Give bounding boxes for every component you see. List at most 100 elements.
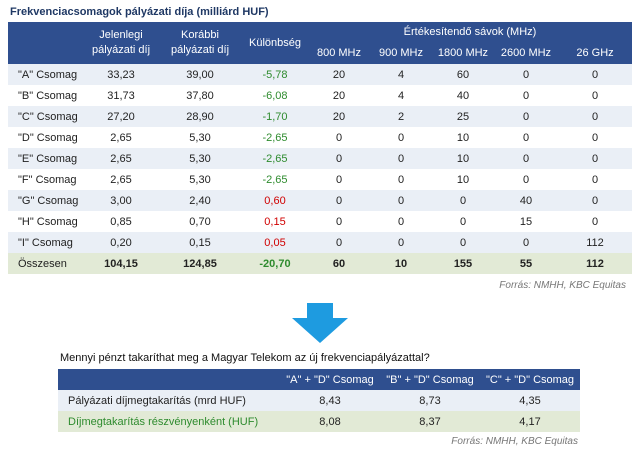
total-label: Összesen — [8, 253, 84, 274]
header-blank — [58, 369, 280, 390]
table-row: "D" Csomag 2,65 5,30 -2,65 0 0 10 0 0 — [8, 127, 632, 148]
band-800: 20 — [308, 64, 370, 85]
band-26ghz: 0 — [558, 190, 632, 211]
row-label: "D" Csomag — [8, 127, 84, 148]
top-source-note: Forrás: NMHH, KBC Equitas — [499, 280, 626, 291]
band-800: 0 — [308, 190, 370, 211]
difference: -2,65 — [242, 127, 308, 148]
bottom-source-note: Forrás: NMHH, KBC Equitas — [451, 436, 578, 447]
band-2600: 40 — [494, 190, 558, 211]
band-800: 0 — [308, 148, 370, 169]
current-fee: 2,65 — [84, 169, 158, 190]
band-1800: 0 — [432, 190, 494, 211]
band-800: 20 — [308, 106, 370, 127]
current-fee: 2,65 — [84, 148, 158, 169]
difference: -2,65 — [242, 169, 308, 190]
band-26ghz: 0 — [558, 148, 632, 169]
total-band-26ghz: 112 — [558, 253, 632, 274]
current-fee: 31,73 — [84, 85, 158, 106]
table-row: Díjmegtakarítás részvényenként (HUF) 8,0… — [58, 411, 580, 432]
top-table-title: Frekvenciacsomagok pályázati díja (milli… — [10, 6, 269, 18]
row-label: "E" Csomag — [8, 148, 84, 169]
difference: 0,15 — [242, 211, 308, 232]
current-fee: 2,65 — [84, 127, 158, 148]
value-b-d: 8,37 — [380, 411, 480, 432]
previous-fee: 5,30 — [158, 127, 242, 148]
band-2600: 0 — [494, 64, 558, 85]
previous-fee: 28,90 — [158, 106, 242, 127]
current-fee: 0,85 — [84, 211, 158, 232]
header-c-d: "C" + "D" Csomag — [480, 369, 580, 390]
header-a-d: "A" + "D" Csomag — [280, 369, 380, 390]
row-label: Pályázati díjmegtakarítás (mrd HUF) — [58, 390, 280, 411]
current-fee: 27,20 — [84, 106, 158, 127]
row-label: "C" Csomag — [8, 106, 84, 127]
previous-fee: 2,40 — [158, 190, 242, 211]
previous-fee: 0,70 — [158, 211, 242, 232]
band-900: 0 — [370, 190, 432, 211]
header-2600: 2600 MHz — [494, 42, 558, 64]
row-label: Díjmegtakarítás részvényenként (HUF) — [58, 411, 280, 432]
header-difference: Különbség — [242, 22, 308, 64]
difference: -2,65 — [242, 148, 308, 169]
header-current-line1: Jelenlegi — [99, 29, 143, 41]
band-900: 4 — [370, 85, 432, 106]
table-row: "I" Csomag 0,20 0,15 0,05 0 0 0 0 112 — [8, 232, 632, 253]
header-previous-fee: Korábbi pályázati díj — [158, 22, 242, 64]
difference: 0,60 — [242, 190, 308, 211]
header-b-d: "B" + "D" Csomag — [380, 369, 480, 390]
bottom-table-title: Mennyi pénzt takaríthat meg a Magyar Tel… — [60, 352, 430, 364]
previous-fee: 5,30 — [158, 169, 242, 190]
total-row: Összesen 104,15 124,85 -20,70 60 10 155 … — [8, 253, 632, 274]
row-label: "G" Csomag — [8, 190, 84, 211]
table-row: "C" Csomag 27,20 28,90 -1,70 20 2 25 0 0 — [8, 106, 632, 127]
band-2600: 0 — [494, 232, 558, 253]
row-label: "I" Csomag — [8, 232, 84, 253]
current-fee: 0,20 — [84, 232, 158, 253]
band-2600: 0 — [494, 169, 558, 190]
table-row: "B" Csomag 31,73 37,80 -6,08 20 4 40 0 0 — [8, 85, 632, 106]
row-label: "A" Csomag — [8, 64, 84, 85]
table-row: "A" Csomag 33,23 39,00 -5,78 20 4 60 0 0 — [8, 64, 632, 85]
table-row: "F" Csomag 2,65 5,30 -2,65 0 0 10 0 0 — [8, 169, 632, 190]
band-26ghz: 112 — [558, 232, 632, 253]
header-800: 800 MHz — [308, 42, 370, 64]
total-current-fee: 104,15 — [84, 253, 158, 274]
band-2600: 0 — [494, 106, 558, 127]
row-label: "B" Csomag — [8, 85, 84, 106]
down-arrow-icon — [292, 303, 348, 343]
header-current-line2: pályázati díj — [91, 44, 151, 56]
band-2600: 0 — [494, 148, 558, 169]
frequency-package-table: Jelenlegi pályázati díj Korábbi pályázat… — [8, 22, 632, 274]
current-fee: 3,00 — [84, 190, 158, 211]
value-a-d: 8,43 — [280, 390, 380, 411]
band-1800: 25 — [432, 106, 494, 127]
band-26ghz: 0 — [558, 211, 632, 232]
previous-fee: 5,30 — [158, 148, 242, 169]
difference: 0,05 — [242, 232, 308, 253]
header-blank — [8, 22, 84, 64]
header-26ghz: 26 GHz — [558, 42, 632, 64]
difference: -6,08 — [242, 85, 308, 106]
previous-fee: 37,80 — [158, 85, 242, 106]
band-800: 20 — [308, 85, 370, 106]
band-900: 4 — [370, 64, 432, 85]
band-1800: 10 — [432, 127, 494, 148]
header-bands-group: Értékesítendő sávok (MHz) — [308, 22, 632, 42]
band-26ghz: 0 — [558, 106, 632, 127]
header-1800: 1800 MHz — [432, 42, 494, 64]
band-900: 0 — [370, 148, 432, 169]
total-previous-fee: 124,85 — [158, 253, 242, 274]
value-b-d: 8,73 — [380, 390, 480, 411]
band-2600: 0 — [494, 85, 558, 106]
band-900: 0 — [370, 211, 432, 232]
value-a-d: 8,08 — [280, 411, 380, 432]
value-c-d: 4,35 — [480, 390, 580, 411]
header-previous-line2: pályázati díj — [170, 44, 230, 56]
total-band-1800: 155 — [432, 253, 494, 274]
current-fee: 33,23 — [84, 64, 158, 85]
table-row: Pályázati díjmegtakarítás (mrd HUF) 8,43… — [58, 390, 580, 411]
band-900: 2 — [370, 106, 432, 127]
total-band-900: 10 — [370, 253, 432, 274]
band-1800: 60 — [432, 64, 494, 85]
